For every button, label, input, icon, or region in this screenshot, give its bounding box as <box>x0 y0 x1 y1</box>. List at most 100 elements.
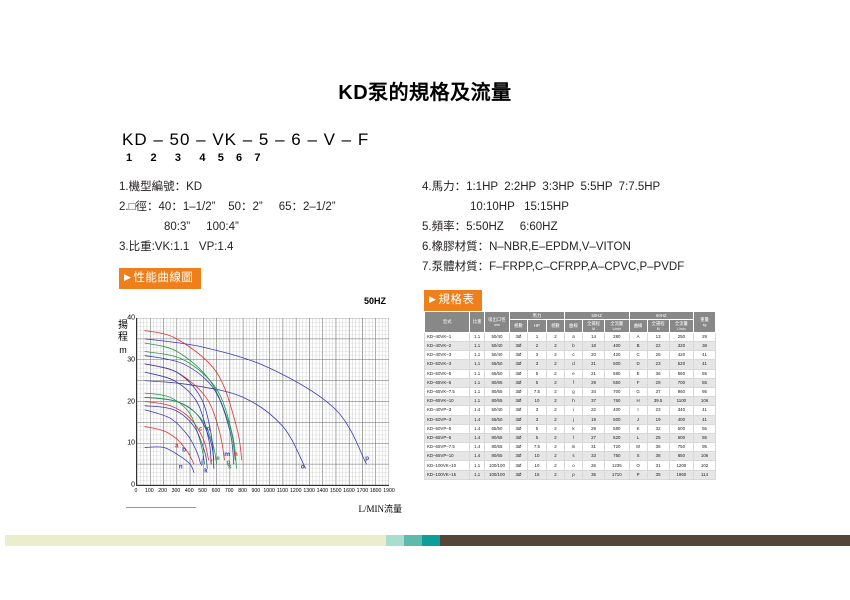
spec-table-model-cell: KD–50VP–5 <box>423 423 471 434</box>
svg-text:m: m <box>224 451 230 458</box>
spec-table-tab[interactable]: ▶ 規格表 <box>424 290 483 311</box>
spec-table-cell: 13 <box>646 331 670 343</box>
spec-table-cell: 2 <box>545 451 565 462</box>
model-code-digit-row: 1 2 3 4 5 6 7 <box>126 152 261 164</box>
spec-table-cell: 5 <box>527 432 547 444</box>
table-row: KD–40VK–3 1.1 50/40 3Ø 3 2 c 20 420 C 26 420 41 <box>423 350 716 361</box>
spec-table-cell: 500 <box>604 414 630 425</box>
spec-table-cell: f <box>563 377 583 388</box>
spec-table-cell: 55 <box>693 423 716 434</box>
spec-table-cell: 38 <box>693 340 716 352</box>
spec-table-cell: 100/100 <box>483 469 510 480</box>
spec-table-cell: 41 <box>693 350 716 361</box>
chart-x-tick-label: 1200 <box>290 488 302 494</box>
table-row: KD–65VK–7.5 1.1 80/65 3Ø 7.5 2 g 34 700 G 37 960 95 <box>423 386 716 398</box>
spec-table-cell: p <box>563 469 583 480</box>
spec-table-cell: 400 <box>604 340 630 352</box>
spec-table-cell: 600 <box>668 432 695 444</box>
spec-table-cell: 34 <box>581 386 606 398</box>
spec-table-cell: 80/65 <box>483 386 510 398</box>
spec-table-cell: 3Ø <box>508 368 529 379</box>
spec-table-header-cell: 吸出口徑 mm <box>483 311 510 333</box>
spec-table-cell: 2 <box>545 432 565 444</box>
spec-table-model-cell: KD–50VK–3 <box>423 359 471 370</box>
svg-text:j: j <box>200 459 203 466</box>
spec-table-cell: 21 <box>581 359 606 370</box>
spec-table-cell: 1 <box>527 331 547 343</box>
spec-table-tab-label: 規格表 <box>438 294 475 306</box>
play-triangle-icon: ▶ <box>124 272 132 282</box>
svg-text:n: n <box>179 463 183 470</box>
spec-table-cell: 1.4 <box>469 423 485 434</box>
spec-table-subheader-cell: 全揚程 M <box>646 319 670 333</box>
footer-decorative-bar <box>0 535 850 546</box>
chart-x-tick-label: 500 <box>198 488 207 494</box>
spec-table-cell: D <box>628 359 648 370</box>
spec-table-cell: 3 <box>527 359 547 370</box>
spec-table-cell: 580 <box>604 423 630 434</box>
table-row: KD–50VP–3 1.4 65/50 3Ø 3 2 j 19 500 J 19 400 41 <box>423 414 716 425</box>
table-row: KD–50VK–3 1.1 65/50 3Ø 3 2 d 21 500 D 23 520 41 <box>423 359 716 370</box>
spec-table-cell: g <box>563 386 583 398</box>
spec-table-cell: 19 <box>581 414 606 425</box>
spec-table-cell: 2 <box>545 469 565 480</box>
spec-table-cell: 37 <box>581 396 606 407</box>
chart-x-tick-label: 1800 <box>369 488 382 494</box>
spec-item-frequency: 5.頻率：5:50HZ 6:60HZ <box>422 221 558 233</box>
spec-table-cell: 750 <box>604 451 630 462</box>
spec-table-header-row-sub: 極數 HP 相數 曲線 全揚程 M 全流量 L/min 曲線 全揚程 M 全流量 L/min <box>425 319 716 333</box>
spec-table-cell: 15 <box>527 469 547 480</box>
spec-table-cell: 1.1 <box>469 469 485 480</box>
spec-table-cell: 65/50 <box>483 359 510 370</box>
performance-curve-tab-label: 性能曲線圖 <box>133 272 194 284</box>
spec-table-cell: 3Ø <box>508 469 529 480</box>
spec-table-cell: 960 <box>668 386 695 398</box>
svg-text:k: k <box>204 467 208 474</box>
spec-table-cell: 700 <box>604 386 630 398</box>
chart-x-tick-label: 1300 <box>303 488 315 494</box>
spec-table-cell: 1710 <box>604 469 630 480</box>
spec-table-cell: 400 <box>604 405 630 416</box>
spec-table-cell: K <box>628 423 648 434</box>
spec-item-bore: 2.□徑：40：1–1/2” 50：2” 65：2–1/2” <box>119 201 336 213</box>
chart-x-tick-label: 1400 <box>316 488 329 494</box>
spec-table-cell: 700 <box>668 377 695 388</box>
spec-table-cell: 114 <box>693 469 716 480</box>
spec-table-cell: 3Ø <box>508 359 529 370</box>
chart-y-axis-label-text: 揚程 <box>118 320 128 343</box>
spec-table-cell: 2 <box>545 396 565 407</box>
spec-list-right: 4.馬力：1:1HP 2:2HP 3:3HP 5:5HP 7:7.5HP 10:… <box>422 177 742 277</box>
performance-curve-tab[interactable]: ▶ 性能曲線圖 <box>119 268 202 289</box>
spec-table-model-cell: KD–50VK–5 <box>423 368 471 379</box>
svg-text:a: a <box>175 442 179 449</box>
spec-table-header-cell: 50HZ <box>563 310 630 321</box>
spec-table-cell: j <box>563 414 583 425</box>
spec-table-cell: 5 <box>527 368 547 379</box>
spec-table-cell: 3Ø <box>508 350 529 361</box>
spec-table-cell: 3 <box>527 350 547 361</box>
spec-table-container: 型式 比重 吸出口徑 mm 馬力 50HZ 60HZ 重量 kg 極數 HP 相數 曲線 全揚程 M 全流量… <box>423 310 716 480</box>
spec-table-subheader-cell: 曲線 <box>628 319 648 333</box>
spec-item-specific-gravity: 3.比重:VK:1.1 VP:1.4 <box>119 241 234 253</box>
spec-table-cell: 26 <box>646 350 670 361</box>
spec-table-cell: 100/100 <box>483 460 510 471</box>
spec-table-cell: 2 <box>545 340 565 352</box>
spec-table-cell: 1.1 <box>469 460 485 471</box>
model-code-block: KD – 50 – VK – 5 – 6 – V – F 1 2 3 4 5 6… <box>122 130 369 164</box>
chart-grid-and-curves: ab c d ef gh i jkl m n o p s <box>137 318 389 485</box>
spec-table-cell: 2 <box>545 377 565 388</box>
spec-table-model-cell: KD–50VP–3 <box>423 414 471 425</box>
spec-table-cell: 2 <box>545 414 565 425</box>
spec-table-cell: 35 <box>646 469 670 480</box>
spec-table-cell: 80/65 <box>483 451 510 462</box>
spec-table-cell: A <box>628 331 648 343</box>
spec-table-model-cell: KD–40VK–2 <box>423 340 471 352</box>
spec-table-cell: c <box>563 350 583 361</box>
spec-item-model-number: 1.機型編號：KD <box>119 181 203 193</box>
spec-table-cell: 340 <box>668 405 695 416</box>
spec-table-cell: I <box>628 405 648 416</box>
spec-table-cell: 1.1 <box>469 350 485 361</box>
spec-table-cell: M <box>628 442 648 453</box>
spec-table-cell: 10 <box>527 460 547 471</box>
